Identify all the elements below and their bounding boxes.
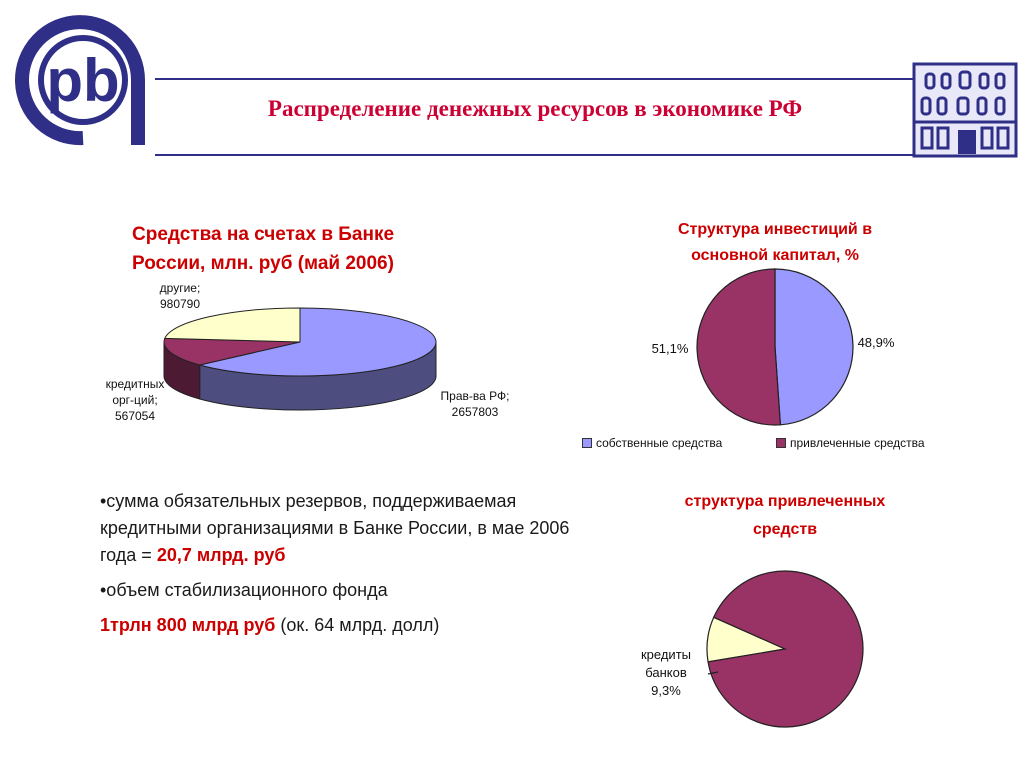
- chart1-label-credit-name2: орг-ций;: [112, 393, 158, 407]
- chart1-slice-1: [163, 337, 301, 366]
- bullet-reserves: •сумма обязательных резервов, поддержива…: [100, 488, 570, 569]
- bullet-reserves-value: 20,7 млрд. руб: [156, 545, 286, 565]
- chart3-title-line1: структура привлеченных: [684, 493, 886, 510]
- bullet-reserves-text: •сумма обязательных резервов, поддержива…: [100, 491, 570, 565]
- chart1-label-gov-name: Прав-ва РФ;: [440, 389, 510, 403]
- chart2-pie: [696, 268, 854, 426]
- chart3-title-line2: средств: [752, 521, 818, 538]
- logo: pb: [8, 5, 158, 160]
- chart3-leader-line: [707, 671, 719, 675]
- chart1-label-other: другие; 980790: [140, 280, 220, 312]
- chart1-label-credit-name1: кредитных: [105, 377, 165, 391]
- chart1-label-credit: кредитных орг-ций; 567054: [90, 376, 180, 424]
- chart1-label-other-name: другие;: [159, 281, 201, 295]
- bullet-stab-fund-value: 1трлн 800 млрд руб (ок. 64 млрд. долл): [100, 612, 570, 639]
- chart3-label-line2: банков: [645, 665, 687, 680]
- stab-fund-value: 1трлн 800 млрд руб: [100, 615, 276, 635]
- chart3-label-value: 9,3%: [651, 683, 681, 698]
- stab-fund-note: (ок. 64 млрд. долл): [275, 615, 440, 635]
- chart3-title: структура привлеченных средств: [630, 488, 940, 544]
- chart1-label-credit-value: 567054: [114, 409, 156, 423]
- chart2-title-line1: Структура инвестиций в: [677, 221, 873, 238]
- page-title: Распределение денежных ресурсов в эконом…: [267, 96, 803, 121]
- legend-label-own: собственные средства: [596, 436, 723, 450]
- chart1-title: Средства на счетах в Банке России, млн. …: [132, 224, 395, 274]
- legend-label-attracted: привлеченные средства: [790, 436, 925, 450]
- chart1-label-other-value: 980790: [159, 297, 201, 311]
- chart3-label-bank-credits: кредиты банков 9,3%: [626, 646, 706, 700]
- chart1-slice-2: [164, 307, 301, 343]
- building-icon: [912, 62, 1018, 163]
- chart2-title-line2: основной капитал, %: [691, 247, 859, 264]
- chart2-legend: собственные средства привлеченные средст…: [576, 436, 976, 454]
- legend-item-own: собственные средства: [582, 436, 722, 450]
- header-divider-bottom: [155, 154, 915, 156]
- chart2-title: Структура инвестиций в основной капитал,…: [600, 217, 950, 269]
- svg-text:pb: pb: [46, 47, 119, 114]
- legend-swatch-attracted: [776, 438, 786, 448]
- chart3-pie: [706, 570, 864, 728]
- chart1-label-gov-value: 2657803: [451, 405, 499, 419]
- bullet-stab-fund: •объем стабилизационного фонда: [100, 580, 388, 600]
- chart2-label-attracted: 51,1%: [651, 341, 689, 356]
- chart2-label-own: 48,9%: [857, 335, 895, 350]
- chart1-slice-0: [199, 307, 437, 377]
- legend-swatch-own: [582, 438, 592, 448]
- chart2-slice-1: [696, 268, 782, 426]
- chart1-label-gov: Прав-ва РФ; 2657803: [420, 388, 530, 420]
- chart2-slice-0: [774, 268, 854, 426]
- chart1-pie-3d: [163, 307, 437, 411]
- legend-item-attracted: привлеченные средства: [776, 436, 925, 450]
- chart3-label-line1: кредиты: [640, 647, 691, 662]
- chart3-slice-1: [707, 570, 864, 728]
- bullet-text-block: •сумма обязательных резервов, поддержива…: [100, 488, 570, 647]
- header-divider-top: [155, 78, 915, 80]
